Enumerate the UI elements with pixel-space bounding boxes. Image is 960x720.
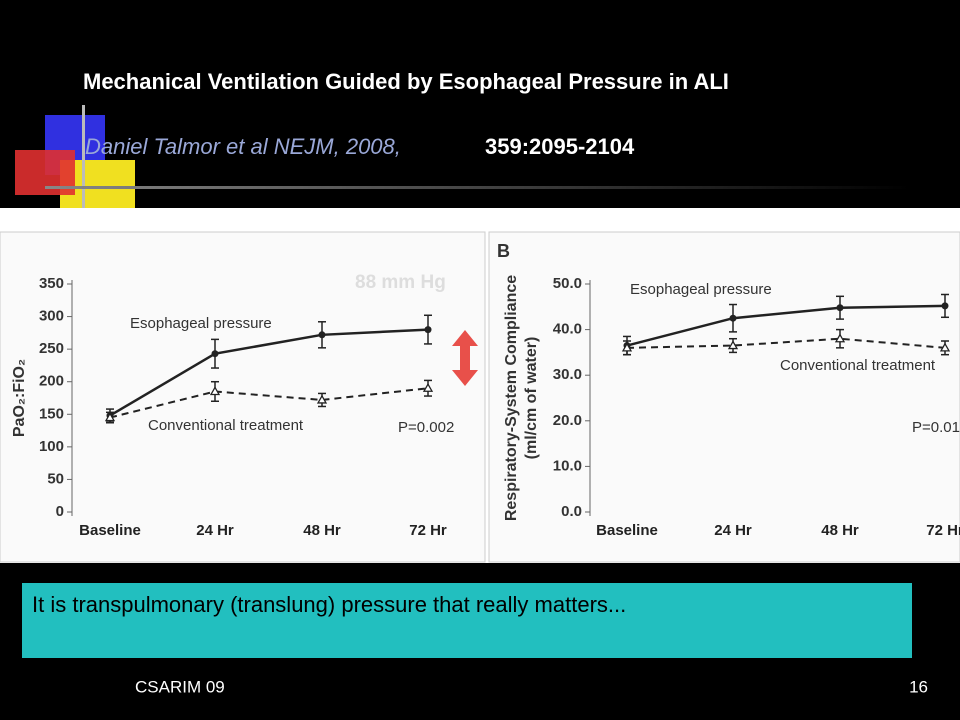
- y-tick-label: 10.0: [553, 457, 582, 474]
- x-tick-label: Baseline: [596, 522, 658, 539]
- x-tick-label: 24 Hr: [196, 522, 234, 539]
- series-label: Esophageal pressure: [630, 281, 772, 298]
- point: [318, 331, 326, 339]
- deco-rule: [45, 186, 910, 189]
- charts: 0 50 100 150 200 250 300 350 Baseline 24 Hr 48 Hr 7…: [11, 241, 960, 539]
- point: [941, 302, 949, 310]
- y-tick-label: 150: [39, 405, 64, 422]
- y-tick-label: 250: [39, 340, 64, 357]
- citation-ref: 359:2095-2104: [485, 134, 635, 159]
- series-label: Esophageal pressure: [130, 315, 272, 332]
- point: [729, 314, 737, 322]
- panel: [0, 231, 486, 563]
- y-tick-label: 50.0: [553, 275, 582, 292]
- slide-title: Mechanical Ventilation Guided by Esophag…: [83, 69, 729, 94]
- y-tick-label: 350: [39, 275, 64, 292]
- deco-line: [82, 105, 85, 208]
- y-axis-title: Respiratory-System Compliance: [503, 275, 520, 521]
- series-line: [626, 337, 946, 349]
- point: [209, 386, 221, 396]
- x-tick-label: 48 Hr: [821, 522, 859, 539]
- series-line: [626, 304, 946, 347]
- point: [316, 394, 328, 404]
- conclusion-box: [22, 583, 912, 658]
- point: [104, 412, 116, 422]
- footer-left: CSARIM 09: [135, 677, 225, 696]
- x-tick-label: 24 Hr: [714, 522, 752, 539]
- overlay-note: 88 mm Hg: [355, 272, 446, 293]
- x-tick-label: Baseline: [79, 522, 141, 539]
- annotation: P=0.01: [912, 419, 960, 436]
- x-tick-label: 72 Hr: [409, 522, 447, 539]
- series-line: [109, 328, 429, 417]
- conclusion: It is transpulmonary (translung) pressur…: [32, 592, 626, 617]
- point: [836, 304, 844, 312]
- y-tick-label: 0.0: [561, 503, 582, 520]
- point: [621, 342, 633, 352]
- point: [834, 333, 846, 343]
- y-tick-label: 300: [39, 308, 64, 325]
- double-arrow: [452, 330, 478, 386]
- x-tick-label: 72 Hr: [926, 522, 960, 539]
- point: [424, 326, 432, 334]
- point: [422, 382, 434, 392]
- series-label: Conventional treatment: [148, 417, 304, 434]
- panel: [488, 231, 960, 563]
- y-tick-label: 40.0: [553, 321, 582, 338]
- y-tick-label: 30.0: [553, 366, 582, 383]
- series-label: Conventional treatment: [780, 357, 936, 374]
- y-tick-label: 50: [47, 470, 64, 487]
- y-tick-label: 200: [39, 373, 64, 390]
- point: [727, 340, 739, 350]
- annotation: P=0.002: [398, 419, 454, 436]
- y-tick-label: 100: [39, 438, 64, 455]
- series-line: [109, 387, 429, 419]
- y-tick-label: 20.0: [553, 412, 582, 429]
- y-axis-title: PaO₂:FiO₂: [11, 359, 28, 437]
- y-tick-label: 0: [56, 503, 64, 520]
- panel-label: B: [497, 241, 510, 261]
- footer-right: 16: [909, 677, 928, 696]
- y-axis-title: (ml/cm of water): [523, 337, 540, 460]
- point: [211, 350, 219, 358]
- citation: Daniel Talmor et al NEJM, 2008,: [85, 134, 401, 159]
- x-tick-label: 48 Hr: [303, 522, 341, 539]
- point: [939, 342, 951, 352]
